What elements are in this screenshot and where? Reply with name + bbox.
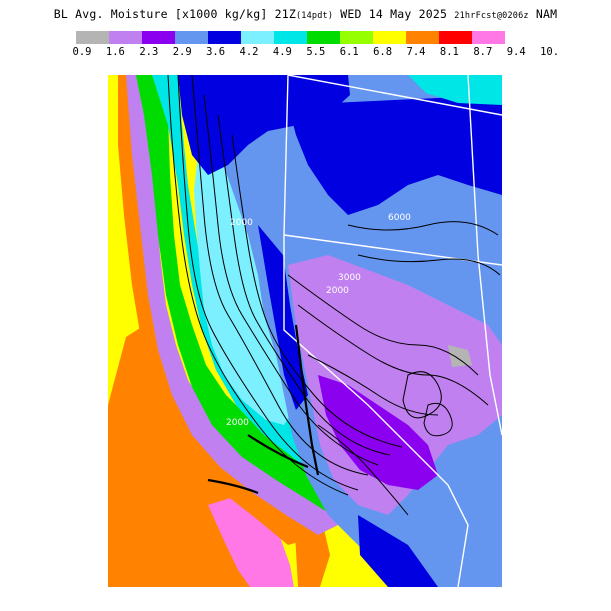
- legend-tick-label: 4.2: [239, 46, 259, 58]
- title-main: BL Avg. Moisture [x1000 kg/kg] 21Z: [53, 7, 296, 21]
- legend-swatch: [208, 31, 241, 44]
- great-basin-violet-region: [288, 255, 502, 515]
- legend-swatch: [175, 31, 208, 44]
- legend-tick-label: 3.6: [206, 46, 226, 58]
- terrain-contours: [167, 75, 501, 516]
- title-forecast: 21hrFcst@0206z: [454, 11, 529, 21]
- contour-label: 6000: [388, 213, 411, 223]
- coastal-orange-band: [118, 75, 323, 545]
- legend-swatch: [373, 31, 406, 44]
- legend-tick-label: 2.9: [172, 46, 192, 58]
- legend-tick-label: 9.4: [506, 46, 526, 58]
- contour-label: 2000: [326, 286, 349, 296]
- legend-swatch: [340, 31, 373, 44]
- coastal-green-band: [136, 75, 370, 520]
- state-boundaries: [283, 75, 502, 587]
- legend-swatch: [142, 31, 175, 44]
- legend-tick-label: 5.5: [306, 46, 326, 58]
- legend-swatch: [274, 31, 307, 44]
- legend-tick-label: 2.3: [139, 46, 159, 58]
- thick-contours: [207, 324, 320, 495]
- legend-swatch: [241, 31, 274, 44]
- legend-tick-label: 4.9: [272, 46, 292, 58]
- south-dark-blue-region: [358, 515, 438, 587]
- title-model: NAM: [528, 7, 558, 21]
- legend-swatch: [472, 31, 505, 44]
- legend-ticks: 0.9 1.6 2.3 2.9 3.6 4.2 4.9 5.5 6.1 6.8 7.4 8.1 8.7 9…: [0, 46, 611, 60]
- northeast-dark-blue-region: [288, 95, 502, 215]
- northeast-cyan-patch: [408, 75, 502, 105]
- contour-label: 2000: [230, 218, 253, 228]
- great-basin-purple-core: [318, 375, 438, 490]
- title-date: WED 14 May 2025: [333, 7, 455, 21]
- legend-tick-label: 8.1: [439, 46, 459, 58]
- legend-tick-label: 6.1: [339, 46, 359, 58]
- title-local-time: (14pdt): [295, 11, 334, 21]
- legend-tick-label: 10.: [540, 46, 560, 58]
- legend-tick-label: 0.9: [72, 46, 92, 58]
- contour-label: 2000: [226, 418, 249, 428]
- chart-title: BL Avg. Moisture [x1000 kg/kg] 21Z(14pdt…: [0, 7, 611, 21]
- legend-swatch: [76, 31, 109, 44]
- legend-swatch: [307, 31, 340, 44]
- legend-swatch: [109, 31, 142, 44]
- legend-tick-label: 8.7: [473, 46, 493, 58]
- color-legend: [76, 31, 505, 44]
- moisture-map: 2000 2000 6000 3000 2000: [108, 75, 502, 587]
- contour-label: 3000: [338, 273, 361, 283]
- gray-dry-patch: [448, 345, 472, 367]
- north-dark-blue-region: [178, 75, 350, 175]
- legend-swatch: [439, 31, 472, 44]
- legend-tick-label: 6.8: [373, 46, 393, 58]
- offshore-pink-region: [208, 495, 294, 587]
- legend-swatch: [406, 31, 439, 44]
- legend-tick-label: 7.4: [406, 46, 426, 58]
- sierra-dark-blue-strip: [258, 225, 308, 410]
- legend-tick-label: 1.6: [105, 46, 125, 58]
